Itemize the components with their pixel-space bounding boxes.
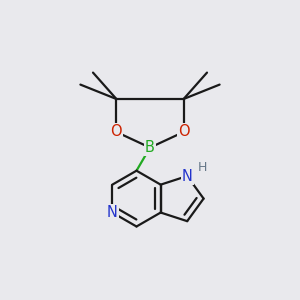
Text: B: B	[145, 140, 155, 155]
Text: H: H	[197, 160, 207, 173]
Text: O: O	[178, 124, 189, 140]
Text: N: N	[107, 205, 118, 220]
Text: O: O	[111, 124, 122, 140]
Text: N: N	[182, 169, 193, 184]
